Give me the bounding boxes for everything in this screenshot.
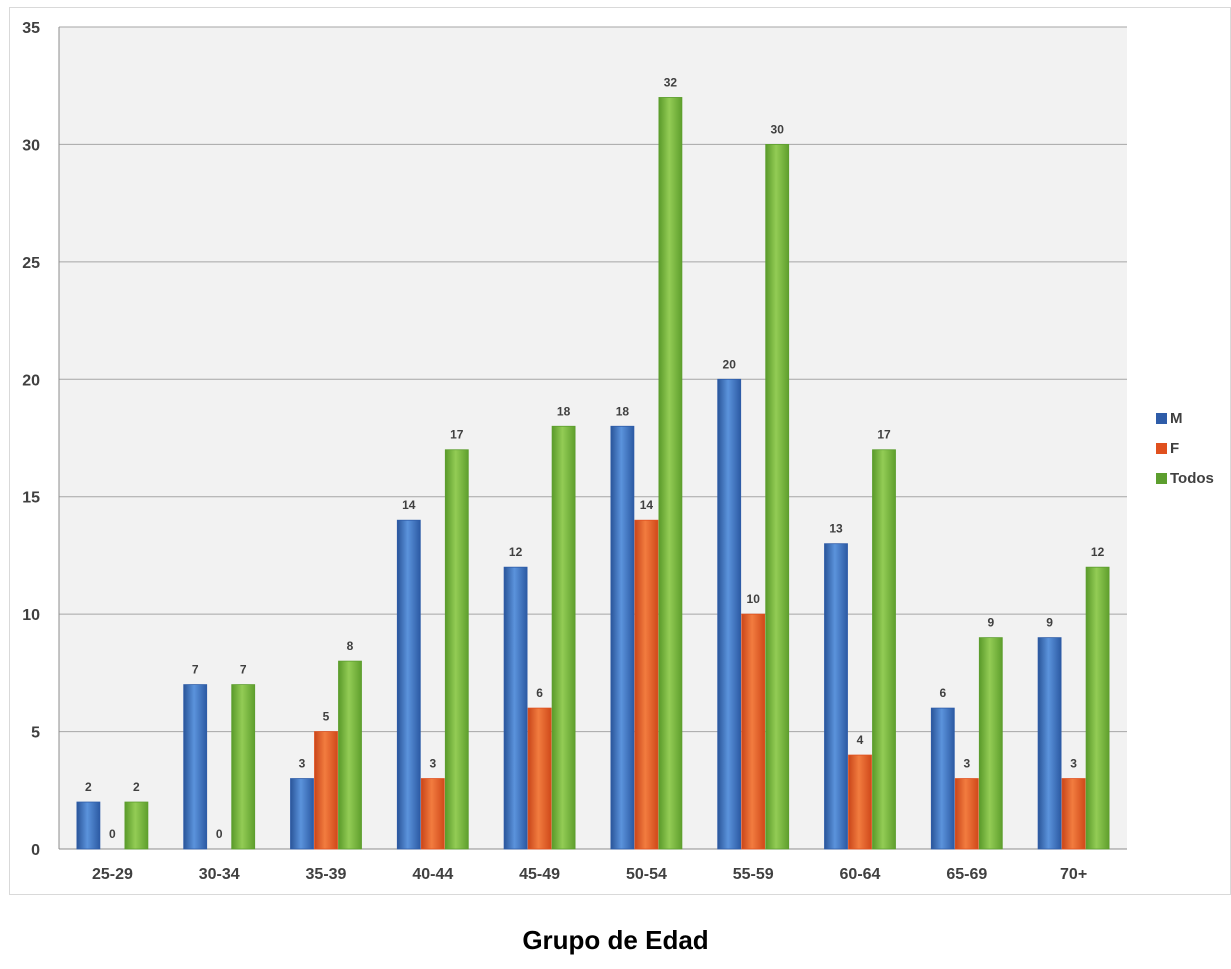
data-label: 0 (109, 827, 116, 841)
legend: MF Todos (1156, 410, 1214, 487)
y-tick-label: 0 (31, 842, 40, 859)
bar-todos-65-69 (978, 637, 1003, 850)
x-tick-label: 35-39 (306, 866, 347, 883)
y-tick-label: 30 (22, 137, 40, 154)
data-label: 4 (857, 733, 864, 747)
y-tick-label: 25 (22, 255, 40, 272)
data-label: 13 (829, 522, 843, 536)
y-tick-label: 20 (22, 372, 40, 389)
x-tick-label: 50-54 (626, 866, 667, 883)
bar-todos-30-34 (231, 684, 256, 850)
y-tick-label: 10 (22, 607, 40, 624)
bar-m-45-49 (503, 566, 528, 850)
bar-m-60-64 (824, 543, 848, 850)
legend-swatch-f (1156, 443, 1167, 454)
bar-m-30-34 (183, 684, 208, 850)
bar-todos-45-49 (551, 425, 576, 850)
data-label: 7 (240, 663, 247, 677)
plot-area (59, 27, 1127, 849)
bar-todos-70+ (1085, 566, 1110, 850)
bar-m-55-59 (717, 378, 742, 850)
data-label: 18 (557, 404, 571, 418)
bar-todos-60-64 (872, 449, 896, 850)
data-label: 17 (450, 428, 464, 442)
bar-f-65-69 (954, 778, 979, 850)
x-tick-label: 45-49 (519, 866, 560, 883)
x-axis-title: Grupo de Edad (522, 925, 709, 955)
data-label: 0 (216, 827, 223, 841)
bar-todos-40-44 (444, 449, 469, 850)
data-label: 6 (939, 686, 946, 700)
x-tick-label: 55-59 (733, 866, 774, 883)
data-label: 18 (616, 404, 630, 418)
data-label: 14 (640, 498, 654, 512)
data-label: 2 (85, 780, 92, 794)
bar-m-70+ (1037, 637, 1062, 850)
data-label: 3 (963, 757, 970, 771)
legend-swatch-todos (1156, 473, 1167, 484)
data-label: 8 (347, 639, 354, 653)
bar-todos-55-59 (765, 144, 790, 850)
data-label: 2 (133, 780, 140, 794)
bar-todos-25-29 (124, 801, 149, 850)
data-label: 12 (509, 545, 523, 559)
data-label: 10 (747, 592, 761, 606)
data-label: 20 (723, 357, 737, 371)
bar-f-60-64 (848, 754, 872, 850)
legend-label-f: F (1170, 440, 1179, 457)
y-tick-label: 15 (22, 490, 40, 507)
data-label: 32 (664, 75, 678, 89)
x-tick-label: 30-34 (199, 866, 240, 883)
x-tick-label: 60-64 (840, 866, 881, 883)
data-label: 17 (877, 428, 891, 442)
bar-f-50-54 (634, 519, 659, 850)
bar-m-65-69 (930, 707, 955, 850)
legend-swatch-m (1156, 413, 1167, 424)
x-tick-label: 70+ (1060, 866, 1087, 883)
data-label: 14 (402, 498, 416, 512)
data-label: 7 (192, 663, 199, 677)
bar-f-35-39 (314, 731, 338, 850)
bar-f-40-44 (420, 778, 445, 850)
data-label: 12 (1091, 545, 1105, 559)
data-label: 3 (299, 757, 306, 771)
bar-f-55-59 (741, 613, 766, 850)
data-label: 5 (323, 710, 330, 724)
bar-m-25-29 (76, 801, 101, 850)
y-tick-label: 35 (22, 20, 40, 37)
x-tick-label: 25-29 (92, 866, 133, 883)
bars (76, 97, 1110, 850)
legend-label-m: M (1170, 410, 1183, 427)
bar-m-50-54 (610, 425, 635, 850)
y-tick-label: 5 (31, 725, 40, 742)
data-label: 6 (536, 686, 543, 700)
data-label: 9 (1046, 616, 1053, 630)
bar-f-45-49 (527, 707, 552, 850)
data-label: 9 (987, 616, 994, 630)
legend-label-todos: Todos (1170, 470, 1214, 487)
bar-f-70+ (1061, 778, 1086, 850)
bar-m-35-39 (290, 778, 314, 850)
x-tick-label: 65-69 (946, 866, 987, 883)
data-label: 30 (771, 122, 785, 136)
bar-todos-50-54 (658, 97, 683, 850)
data-label: 3 (1070, 757, 1077, 771)
bar-m-40-44 (396, 519, 421, 850)
bar-todos-35-39 (338, 660, 362, 850)
data-label: 3 (429, 757, 436, 771)
x-tick-label: 40-44 (412, 866, 453, 883)
